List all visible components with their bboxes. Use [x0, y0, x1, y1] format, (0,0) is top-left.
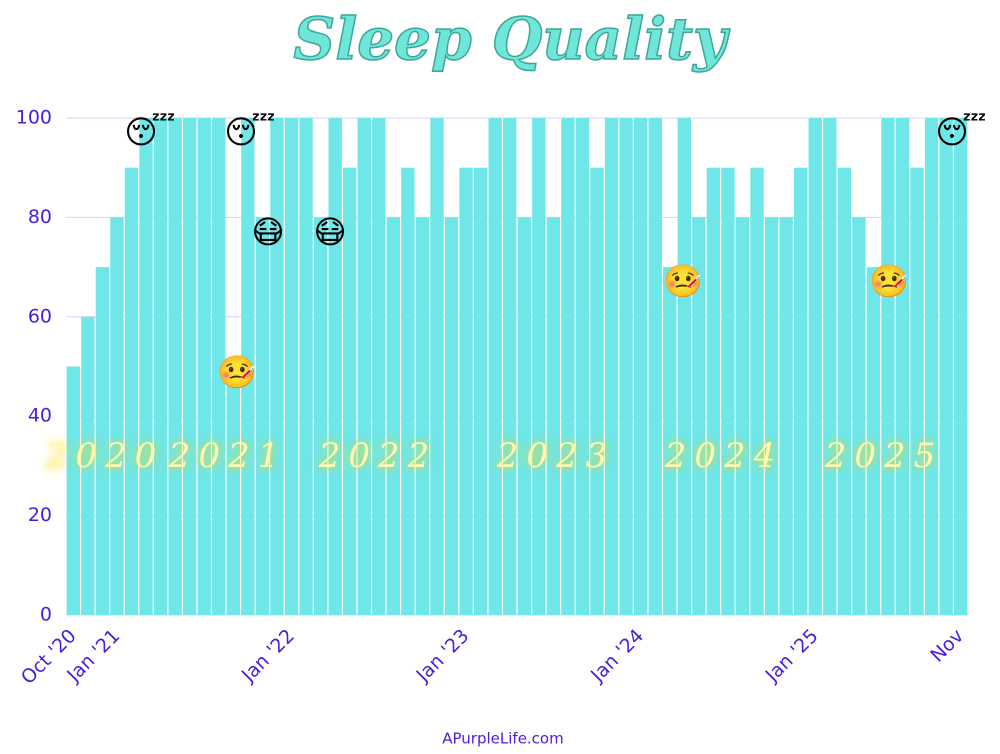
x-tick-label: Jan '25: [761, 625, 823, 687]
bar: [81, 316, 95, 615]
y-tick-label: 100: [16, 107, 52, 129]
bar: [837, 167, 852, 615]
x-tick-label: Jan '24: [586, 625, 648, 687]
bar: [212, 118, 226, 615]
bar: [95, 267, 110, 615]
bar: [66, 366, 80, 615]
y-tick-label: 60: [28, 305, 52, 327]
chart-title: Sleep Quality: [293, 5, 731, 73]
emoji: 🤒: [663, 262, 703, 300]
bar: [735, 217, 750, 615]
bar: [401, 167, 415, 615]
bar: [633, 118, 648, 615]
bar: [910, 167, 924, 615]
bar: [954, 118, 968, 615]
bar: [415, 217, 430, 615]
bar: [590, 167, 604, 615]
footer: APurpleLife.com: [442, 730, 563, 748]
bar: [153, 118, 168, 615]
bar: [561, 118, 575, 615]
bar: [532, 118, 546, 615]
bar: [226, 366, 240, 615]
bar: [357, 118, 371, 615]
x-tick-label: Jan '22: [237, 625, 299, 687]
bar: [794, 167, 808, 615]
y-tick-label: 40: [28, 405, 52, 427]
bar: [139, 118, 153, 615]
bar: [241, 118, 255, 615]
emoji: 😴: [124, 113, 175, 151]
bar: [299, 118, 313, 615]
bar: [779, 217, 793, 615]
bar: [386, 217, 401, 615]
bar: [648, 118, 662, 615]
bar: [575, 118, 590, 615]
bar: [939, 118, 953, 615]
bar: [924, 118, 939, 615]
bar: [881, 118, 895, 615]
bar: [750, 167, 764, 615]
year-label: 2025: [824, 436, 944, 476]
y-tick-label: 80: [28, 206, 52, 228]
emoji: 🤒: [869, 262, 909, 300]
bar: [503, 118, 517, 615]
bar: [488, 118, 502, 615]
bar: [895, 118, 910, 615]
bar: [255, 217, 270, 615]
y-tick-label: 0: [40, 604, 52, 626]
bar: [546, 217, 561, 615]
emoji: 😴: [935, 113, 986, 151]
bar: [444, 217, 459, 615]
bar: [706, 167, 721, 615]
bar: [823, 118, 837, 615]
bar: [270, 118, 284, 615]
bar: [313, 217, 328, 615]
overlay: 2020 2021 2022 2023 2024 2025 😴 😴 😴 😷 😷 …: [45, 113, 987, 476]
bar: [328, 118, 342, 615]
bar: [197, 118, 211, 615]
x-tick-label: Jan '23: [411, 625, 473, 687]
year-label: 2024: [664, 436, 784, 476]
bar: [619, 118, 633, 615]
year-label: 2022: [318, 436, 438, 476]
bar: [764, 217, 779, 615]
bar: [663, 267, 677, 615]
x-tick-label: Nov: [926, 625, 968, 667]
bar: [473, 167, 488, 615]
y-tick-label: 20: [28, 504, 52, 526]
bar: [372, 118, 386, 615]
emoji: 🤒: [217, 353, 257, 391]
bar: [677, 118, 691, 615]
bar: [866, 267, 881, 615]
year-label: 2021: [168, 436, 288, 476]
emoji: 😴: [224, 113, 275, 151]
bar: [168, 118, 182, 615]
bar: [430, 118, 444, 615]
bar: [517, 217, 531, 615]
bar: [343, 167, 357, 615]
bar: [852, 217, 866, 615]
bar: [284, 118, 299, 615]
bar: [692, 217, 706, 615]
bar: [808, 118, 822, 615]
bar: [110, 217, 124, 615]
emoji: 😷: [251, 213, 284, 251]
emoji: 😷: [313, 213, 346, 251]
bar: [182, 118, 197, 615]
bar: [604, 118, 619, 615]
bar: [124, 167, 139, 615]
bar: [459, 167, 473, 615]
bar: [721, 167, 735, 615]
year-label: 2020: [45, 436, 165, 476]
year-label: 2023: [496, 436, 616, 476]
